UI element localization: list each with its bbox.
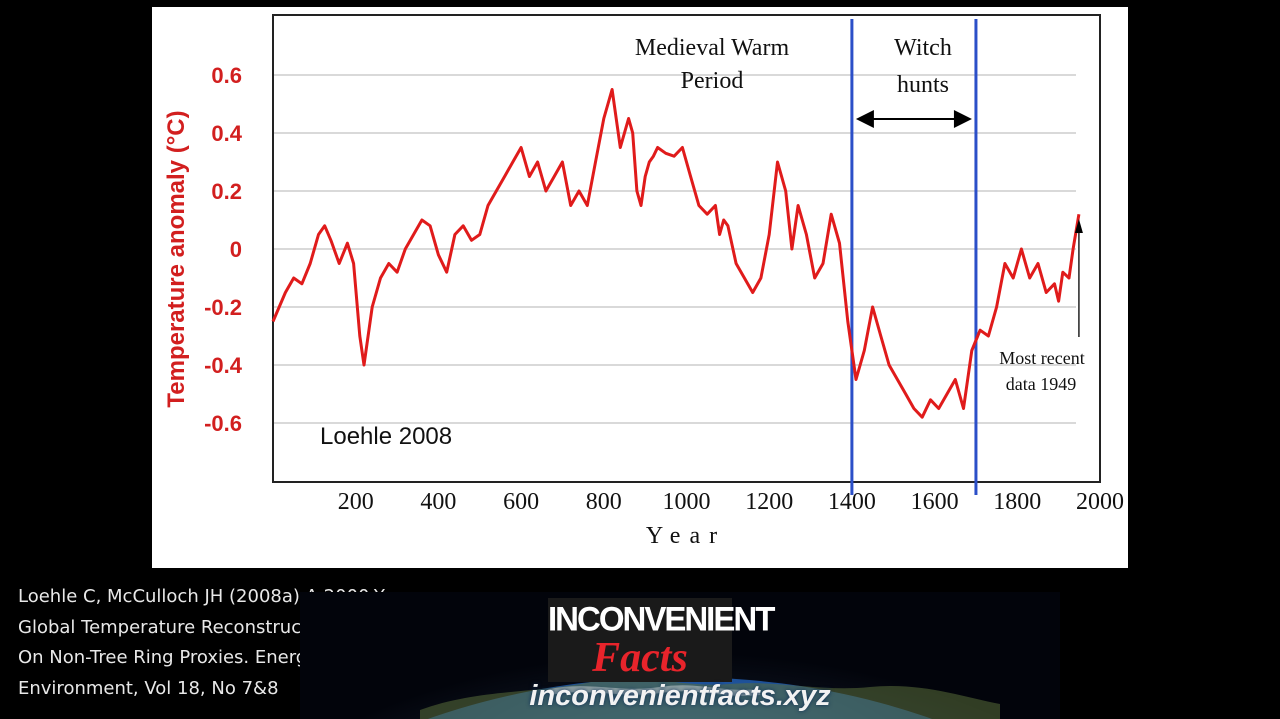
x-tick-label: 200 [338, 489, 374, 515]
medieval-annotation-line1: Medieval Warm [635, 35, 790, 61]
source-label: Loehle 2008 [320, 423, 452, 450]
x-tick-label: 1400 [828, 489, 876, 515]
x-tick-label: 1000 [663, 489, 711, 515]
recent-data-arrow [1074, 219, 1083, 337]
y-tick-label: -0.6 [204, 411, 242, 436]
y-tick-label: 0.4 [211, 121, 242, 146]
y-tick-label: -0.2 [204, 295, 242, 320]
recent-annotation-line2: data 1949 [1006, 374, 1076, 394]
citation-line: Environment, Vol 18, No 7&8 [18, 677, 279, 699]
citation-line: On Non-Tree Ring Proxies. Energy & [18, 647, 338, 668]
witch-hunts-line1: Witch [894, 35, 952, 61]
y-tick-label: 0.6 [211, 63, 242, 88]
arrow-head-right [953, 110, 972, 128]
medieval-annotation-line2: Period [681, 68, 744, 94]
temperature-series-line [271, 88, 1081, 419]
y-axis-label: Temperature anomaly (°C) [163, 110, 190, 407]
witch-hunts-double-arrow [855, 110, 972, 128]
brand-logo-top: INCONVENIENT [548, 599, 775, 638]
arrow-head-left [855, 110, 874, 128]
y-tick-label: 0 [230, 237, 242, 262]
recent-annotation-line1: Most recent [999, 348, 1084, 368]
x-axis-label: Year [646, 523, 726, 549]
plot-frame [272, 14, 1101, 483]
witch-hunts-line2: hunts [897, 72, 949, 98]
brand-logo-bottom: Facts [592, 635, 688, 681]
x-tick-label: 400 [420, 489, 456, 515]
x-tick-label: 1200 [745, 489, 793, 515]
x-tick-label: 1800 [993, 489, 1041, 515]
x-tick-label: 600 [503, 489, 539, 515]
temperature-chart: 200 400 600 800 1000 1200 1400 1600 1800 2000 0.6… [163, 14, 1124, 549]
x-tick-label: 1600 [911, 489, 959, 515]
chart-panel: 200 400 600 800 1000 1200 1400 1600 1800 2000 0.6… [152, 7, 1128, 568]
y-tick-label: 0.2 [211, 179, 242, 204]
brand-logo: INCONVENIENT Facts [548, 598, 775, 682]
brand-banner: INCONVENIENT Facts inconvenientfacts.xyz [300, 592, 1060, 719]
x-tick-label: 2000 [1076, 489, 1124, 515]
arrow-head-up [1074, 219, 1083, 233]
y-tick-label: -0.4 [204, 353, 243, 378]
x-tick-label: 800 [586, 489, 622, 515]
brand-url: inconvenientfacts.xyz [529, 680, 831, 712]
